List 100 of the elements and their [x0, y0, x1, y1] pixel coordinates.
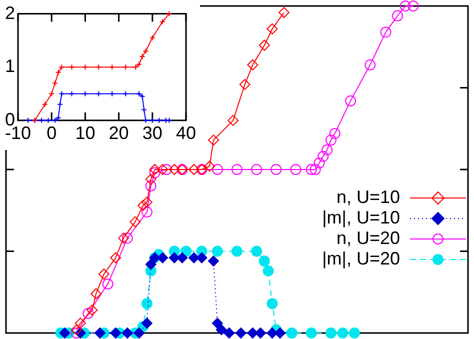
- point: [82, 308, 94, 319]
- point: [168, 252, 180, 264]
- point: [314, 157, 325, 168]
- point: [310, 164, 321, 175]
- point: [141, 206, 152, 218]
- point: [286, 328, 298, 338]
- point: [145, 180, 156, 192]
- point: [364, 59, 376, 70]
- point: [110, 252, 122, 264]
- point: [348, 328, 360, 338]
- point: [136, 61, 142, 68]
- point: [161, 164, 172, 175]
- legend-label: |m|, U=10: [322, 207, 400, 228]
- point: [168, 164, 180, 175]
- point: [157, 164, 168, 175]
- point: [90, 288, 102, 300]
- point: [306, 164, 317, 175]
- point: [59, 328, 70, 338]
- x-tick-label: 20: [108, 123, 129, 144]
- point: [102, 278, 114, 290]
- point: [110, 328, 122, 338]
- point: [212, 164, 223, 175]
- point: [42, 101, 48, 108]
- point: [345, 95, 356, 106]
- point: [149, 167, 160, 178]
- point: [130, 216, 141, 228]
- point: [58, 64, 65, 70]
- point: [58, 90, 65, 97]
- point: [82, 90, 88, 97]
- point: [82, 64, 88, 70]
- point: [68, 64, 75, 70]
- point: [122, 232, 133, 244]
- point: [208, 256, 220, 267]
- point: [149, 34, 156, 41]
- point: [141, 196, 152, 208]
- point: [109, 64, 116, 70]
- point: [45, 117, 52, 124]
- point: [145, 258, 156, 270]
- legend-label: |m|, U=20: [322, 248, 400, 268]
- point: [188, 164, 200, 175]
- point: [228, 114, 239, 126]
- point: [408, 0, 419, 12]
- point: [380, 26, 392, 38]
- point: [251, 164, 262, 175]
- point: [318, 150, 329, 162]
- point: [322, 144, 333, 156]
- point: [118, 232, 129, 244]
- point: [392, 10, 404, 22]
- x-tick-label: 30: [142, 123, 162, 144]
- point: [149, 164, 160, 175]
- point: [52, 80, 58, 86]
- legend-label: n, U=20: [336, 228, 400, 248]
- point: [141, 318, 152, 329]
- point: [48, 90, 55, 97]
- point: [98, 268, 110, 280]
- point: [138, 200, 149, 211]
- y-tick-label: 1: [4, 56, 16, 76]
- point: [55, 114, 62, 121]
- point: [266, 23, 278, 34]
- point: [156, 117, 162, 124]
- point: [162, 117, 169, 124]
- point: [157, 252, 168, 264]
- point: [274, 328, 286, 338]
- point: [337, 328, 348, 338]
- point: [86, 304, 98, 316]
- x-tick-label: 40: [176, 123, 196, 144]
- point: [94, 328, 106, 338]
- point: [149, 117, 156, 124]
- point: [235, 328, 246, 338]
- point: [208, 134, 220, 146]
- point: [306, 328, 317, 338]
- point: [122, 328, 133, 338]
- point: [329, 128, 340, 140]
- y-tick-label: 2: [4, 2, 16, 23]
- point: [251, 246, 262, 257]
- point: [70, 324, 82, 336]
- point: [145, 174, 156, 185]
- point: [266, 298, 278, 310]
- point: [55, 69, 62, 76]
- point: [247, 328, 258, 338]
- point: [278, 7, 290, 18]
- point: [204, 160, 216, 172]
- point: [400, 0, 411, 12]
- point: [232, 164, 242, 175]
- point: [96, 90, 102, 97]
- point: [232, 246, 242, 257]
- point: [139, 93, 146, 100]
- point: [247, 59, 258, 70]
- point: [216, 324, 227, 336]
- point: [224, 328, 235, 338]
- point: [96, 64, 102, 70]
- point: [258, 40, 270, 51]
- point: [134, 328, 145, 338]
- point: [132, 64, 139, 70]
- point: [212, 318, 223, 329]
- point: [212, 246, 223, 257]
- point: [68, 90, 75, 97]
- point: [258, 256, 270, 267]
- point: [290, 164, 302, 175]
- point: [262, 265, 274, 276]
